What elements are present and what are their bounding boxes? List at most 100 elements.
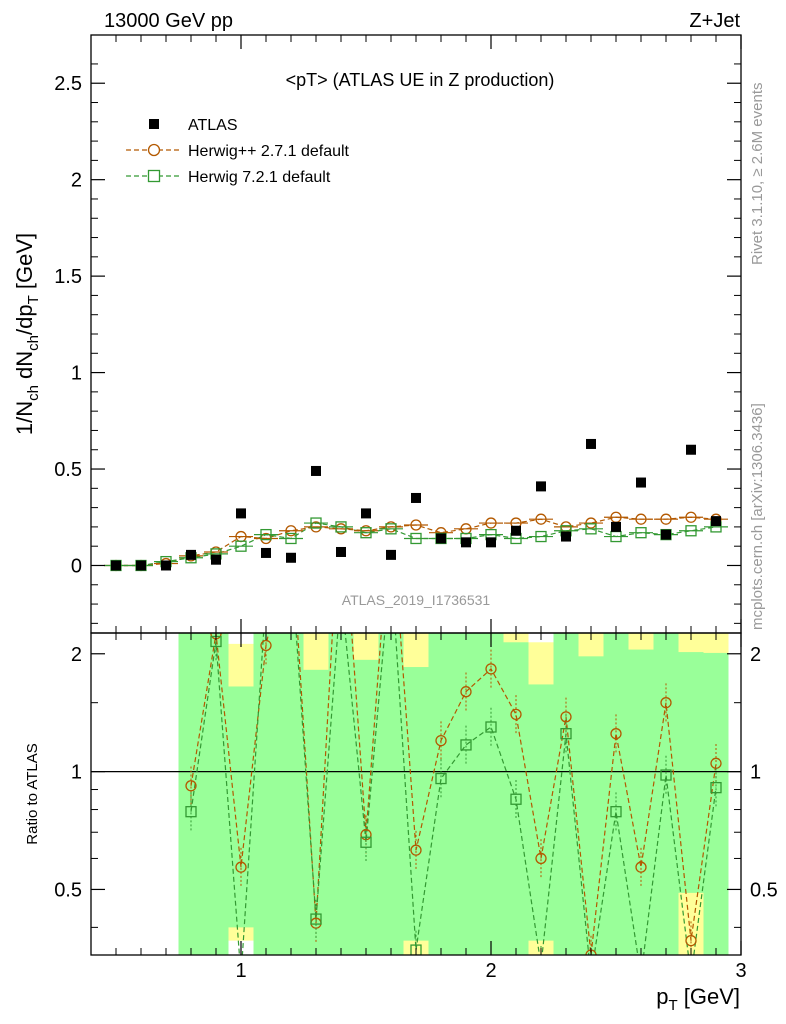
ratio-point-1-5 bbox=[310, 913, 322, 925]
ylabel-sub-a: ch bbox=[25, 385, 42, 401]
ratio-point-0-9 bbox=[410, 844, 422, 856]
ratio-band-inner-21 bbox=[703, 652, 729, 955]
x-tick-label-0: 1 bbox=[235, 960, 246, 982]
mc-point-0-7 bbox=[285, 525, 297, 537]
xlabel-main: p bbox=[656, 984, 668, 1009]
ratio-band-inner-19 bbox=[653, 633, 679, 955]
ratio-y-tick-label-left-2: 2 bbox=[71, 644, 82, 666]
ratio-point-0-20 bbox=[685, 934, 697, 947]
ratio-point-0-6 bbox=[336, 477, 346, 487]
ratio-band-inner-1 bbox=[203, 633, 229, 955]
mc-point-1-7 bbox=[285, 532, 297, 545]
header-left-label: 13000 GeV pp bbox=[104, 10, 233, 32]
ratio-point-1-13 bbox=[510, 793, 522, 805]
ratio-point-1-16 bbox=[586, 971, 596, 981]
ratio-line-0 bbox=[190, 633, 717, 955]
ratio-y-tick-label-right-1: 1 bbox=[750, 762, 761, 784]
atlas-point-21 bbox=[636, 477, 646, 488]
ratio-point-0-14 bbox=[535, 852, 547, 865]
ratio-band-inner-4 bbox=[278, 633, 304, 955]
atlas-point-12 bbox=[411, 492, 421, 503]
ratio-y-tick-label-right-2: 2 bbox=[750, 644, 761, 666]
ratio-point-0-21 bbox=[710, 757, 722, 769]
atlas-point-7 bbox=[286, 552, 296, 563]
y-tick-label-1: 0.5 bbox=[54, 459, 82, 481]
ratio-band-inner-15 bbox=[553, 633, 579, 955]
mc-point-0-17 bbox=[535, 513, 547, 525]
atlas-point-18 bbox=[561, 531, 571, 542]
atlas-point-9 bbox=[336, 546, 346, 557]
atlas-point-2 bbox=[161, 560, 171, 571]
y-tick-label-2: 1 bbox=[71, 363, 82, 385]
atlas-point-6 bbox=[261, 547, 271, 558]
atlas-point-13 bbox=[436, 533, 446, 544]
plot-title: <pT> (ATLAS UE in Z production) bbox=[286, 70, 555, 90]
ylabel-sub-c: T bbox=[25, 295, 42, 304]
legend-label-0: ATLAS bbox=[188, 117, 238, 134]
ratio-point-1-3 bbox=[261, 592, 271, 602]
y-tick-label-0: 0 bbox=[71, 555, 82, 577]
atlas-point-17 bbox=[536, 481, 546, 492]
atlas-point-10 bbox=[361, 508, 371, 519]
mc-point-1-23 bbox=[685, 525, 697, 537]
mc-point-1-8 bbox=[310, 517, 322, 529]
mc-point-0-22 bbox=[660, 513, 672, 525]
ratio-point-0-11 bbox=[460, 686, 472, 698]
ratio-point-1-7 bbox=[360, 836, 372, 848]
y-tick-label-5: 2.5 bbox=[54, 73, 82, 95]
y-tick-label-4: 2 bbox=[71, 170, 82, 192]
ratio-point-1-10 bbox=[435, 772, 447, 785]
ratio-band-inner-17 bbox=[603, 633, 629, 955]
svg-text:1/Nch dNch/dpT [GeV]: 1/Nch dNch/dpT [GeV] bbox=[12, 233, 42, 435]
ylabel-part-a: 1/N bbox=[12, 401, 37, 435]
ratio-band-inner-6 bbox=[328, 633, 354, 955]
ratio-point-0-18 bbox=[635, 861, 647, 873]
atlas-point-11 bbox=[386, 549, 396, 560]
mc-point-1-12 bbox=[410, 532, 422, 545]
legend-marker-0 bbox=[149, 119, 159, 129]
side-label-mcplots: mcplots.cern.ch [arXiv:1306.3436] bbox=[749, 403, 766, 630]
mc-point-1-19 bbox=[585, 523, 597, 535]
x-tick-label-2: 3 bbox=[735, 960, 746, 982]
main-data-layer bbox=[104, 438, 728, 572]
atlas-point-24 bbox=[711, 516, 721, 527]
ratio-point-1-8 bbox=[386, 559, 396, 569]
legend-label-2: Herwig 7.2.1 default bbox=[188, 169, 331, 186]
atlas-point-23 bbox=[686, 444, 696, 455]
ylabel-part-b: dN bbox=[12, 351, 37, 385]
mc-point-0-12 bbox=[410, 519, 422, 531]
atlas-point-5 bbox=[236, 508, 246, 519]
ratio-band-inner-3 bbox=[253, 633, 279, 955]
ratio-point-0-3 bbox=[260, 639, 272, 652]
analysis-id-label: ATLAS_2019_I1736531 bbox=[342, 592, 491, 608]
ratio-band-inner-9 bbox=[403, 667, 429, 941]
ratio-point-0-10 bbox=[435, 734, 447, 747]
mc-point-1-17 bbox=[535, 530, 547, 543]
ratio-point-0-13 bbox=[510, 708, 522, 721]
xlabel-sub: T bbox=[668, 997, 677, 1014]
ratio-band-inner-18 bbox=[628, 649, 654, 955]
ratio-point-0-17 bbox=[610, 728, 622, 740]
ratio-point-0-0 bbox=[185, 780, 197, 792]
atlas-point-22 bbox=[661, 529, 671, 540]
ratio-point-1-17 bbox=[610, 806, 622, 818]
ratio-point-1-11 bbox=[460, 739, 472, 751]
mc-point-0-23 bbox=[685, 511, 697, 523]
atlas-point-4 bbox=[211, 554, 221, 565]
ratio-point-0-15 bbox=[560, 711, 572, 723]
ratio-y-tick-label-left-1: 1 bbox=[71, 762, 82, 784]
ratio-point-1-12 bbox=[485, 721, 497, 733]
ratio-point-0-2 bbox=[235, 861, 247, 873]
atlas-point-14 bbox=[461, 537, 471, 548]
mc-point-1-21 bbox=[635, 527, 647, 539]
ratio-band-inner-10 bbox=[428, 633, 454, 955]
ratio-point-1-0 bbox=[185, 806, 197, 818]
mc-point-1-5 bbox=[235, 540, 247, 552]
atlas-point-8 bbox=[311, 465, 321, 476]
ratio-point-1-15 bbox=[560, 728, 572, 740]
ratio-point-0-12 bbox=[485, 663, 497, 675]
ratio-point-1-21 bbox=[710, 781, 722, 794]
atlas-point-20 bbox=[611, 521, 621, 532]
legend-marker-1 bbox=[147, 143, 161, 157]
